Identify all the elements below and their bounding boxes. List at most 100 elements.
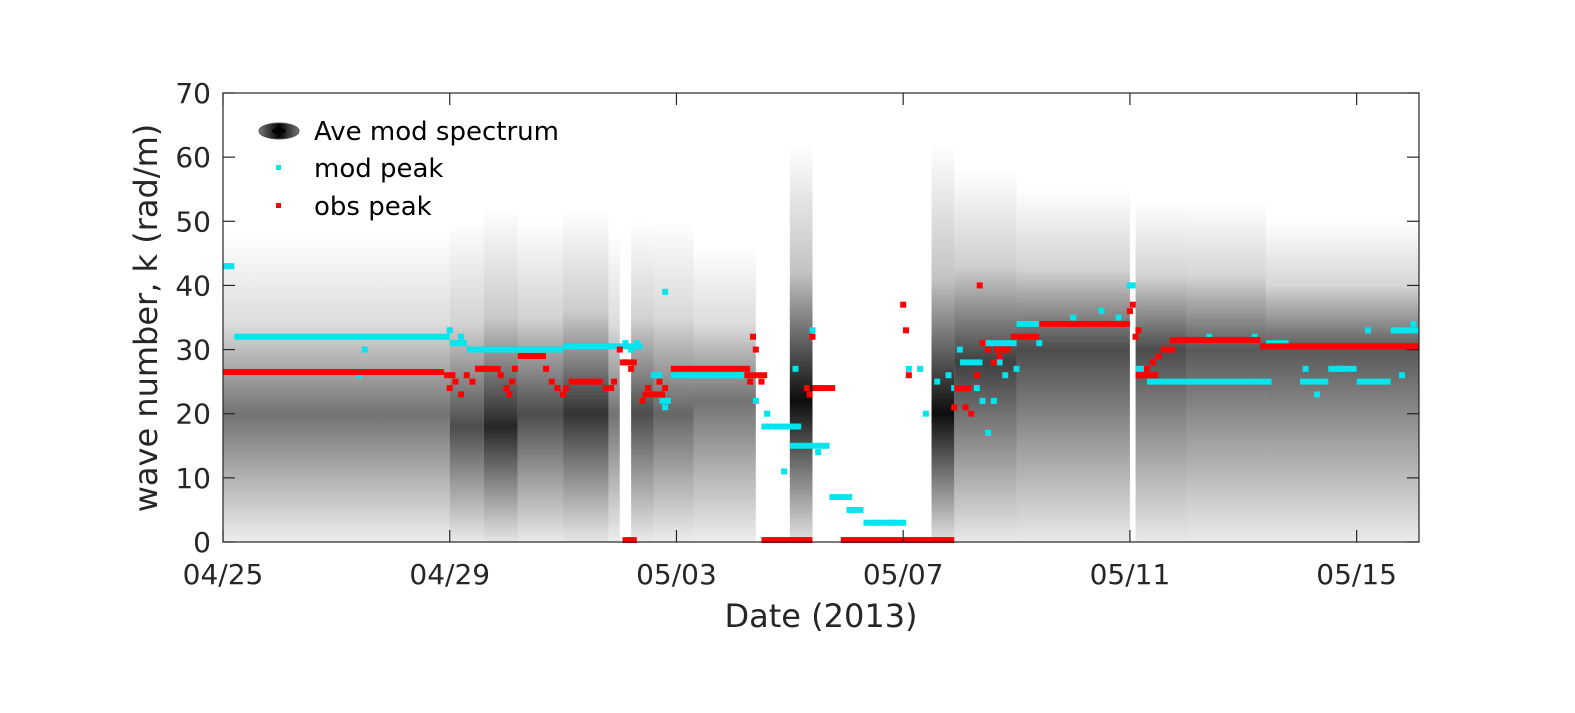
obs-peak-point	[662, 385, 669, 392]
spectrum-band	[517, 221, 564, 543]
mod-peak-point	[1336, 365, 1343, 372]
mod-peak-point	[752, 397, 759, 404]
x-tick-label: 04/29	[409, 558, 490, 591]
y-tick-label: 20	[175, 398, 211, 431]
mod-peak-point	[1098, 308, 1105, 315]
obs-peak-point	[749, 333, 756, 340]
mod-peak-point	[656, 372, 663, 379]
obs-peak-point	[1138, 372, 1145, 379]
mod-peak-segment	[1299, 378, 1329, 385]
obs-peak-point	[562, 385, 569, 392]
mod-peak-point	[1398, 372, 1405, 379]
legend-label-spectrum: Ave mod spectrum	[314, 117, 559, 147]
mod-peak-point	[973, 385, 980, 392]
mod-peak-point	[622, 340, 629, 347]
obs-peak-point	[956, 385, 963, 392]
obs-peak-point	[480, 365, 487, 372]
obs-peak-segment	[1260, 343, 1419, 350]
y-tick-label: 10	[175, 462, 211, 495]
mod-peak-point	[1364, 327, 1371, 334]
x-tick-label: 04/25	[183, 558, 264, 591]
mod-peak-point	[815, 449, 822, 456]
mod-peak-point	[1206, 333, 1213, 340]
mod-peak-point	[1002, 372, 1009, 379]
legend-marker-obs-peak	[276, 203, 281, 208]
x-tick-label: 05/03	[636, 558, 717, 591]
mod-peak-point	[1036, 340, 1043, 347]
obs-peak-point	[650, 391, 657, 398]
obs-peak-point	[503, 385, 510, 392]
mod-peak-point	[1313, 391, 1320, 398]
obs-peak-point	[548, 378, 555, 385]
mod-peak-segment	[959, 359, 983, 366]
mod-peak-point	[996, 359, 1003, 366]
obs-peak-point	[962, 404, 969, 411]
y-axis-title: wave number, k (rad/m)	[127, 124, 165, 513]
obs-peak-point	[815, 385, 822, 392]
obs-peak-point	[463, 372, 470, 379]
mod-peak-point	[1013, 365, 1020, 372]
spectrum-band	[1186, 202, 1266, 543]
obs-peak-segment	[223, 369, 445, 376]
obs-peak-segment	[478, 365, 501, 372]
obs-peak-segment	[1163, 346, 1176, 353]
obs-peak-point	[806, 391, 813, 398]
y-tick-label: 30	[175, 334, 211, 367]
spectrum-band	[1135, 202, 1187, 543]
mod-peak-segment	[982, 340, 1017, 347]
obs-peak-point	[1129, 301, 1136, 308]
x-tick-label: 05/11	[1090, 558, 1171, 591]
mod-peak-point	[662, 404, 669, 411]
mod-peak-point	[905, 365, 912, 372]
mod-peak-point	[1302, 365, 1309, 372]
mod-peak-segment	[772, 423, 802, 430]
y-tick-label: 60	[175, 141, 211, 174]
series-layer	[222, 263, 1419, 544]
obs-peak-point	[475, 365, 482, 372]
obs-peak-point	[639, 397, 646, 404]
obs-peak-point	[973, 372, 980, 379]
obs-peak-point	[747, 378, 754, 385]
obs-peak-segment	[670, 365, 751, 372]
obs-peak-point	[1002, 346, 1009, 353]
obs-peak-point	[458, 391, 465, 398]
spectrum-band	[1016, 189, 1130, 542]
mod-peak-point	[888, 519, 895, 526]
obs-peak-point	[979, 340, 986, 347]
obs-peak-point	[645, 385, 652, 392]
obs-peak-point	[611, 378, 618, 385]
obs-peak-segment	[1010, 333, 1040, 340]
obs-peak-point	[1160, 346, 1167, 353]
obs-peak-segment	[517, 352, 547, 359]
obs-peak-segment	[1039, 320, 1130, 327]
mod-peak-segment	[670, 372, 756, 379]
legend-label-obs-peak: obs peak	[314, 192, 432, 222]
y-tick-label: 40	[175, 269, 211, 302]
mod-peak-point	[956, 346, 963, 353]
obs-peak-segment	[750, 372, 768, 379]
mod-peak-segment	[234, 333, 450, 340]
mod-peak-point	[458, 333, 465, 340]
obs-peak-point	[951, 404, 958, 411]
spectrum-band	[631, 221, 654, 543]
obs-peak-point	[511, 365, 518, 372]
y-tick-label: 70	[175, 77, 211, 110]
obs-peak-point	[1121, 320, 1128, 327]
mod-peak-point	[979, 397, 986, 404]
spectrum-band	[223, 234, 450, 542]
mod-peak-point	[871, 519, 878, 526]
legend-marker-mod-peak	[276, 165, 281, 170]
spectrum-band	[693, 246, 756, 542]
obs-peak-point	[968, 410, 975, 417]
mod-peak-segment	[1390, 327, 1419, 334]
mod-peak-point	[1129, 282, 1136, 289]
mod-peak-segment	[829, 494, 853, 501]
obs-peak-point	[1149, 359, 1156, 366]
obs-peak-point	[976, 282, 983, 289]
mod-peak-point	[922, 410, 929, 417]
obs-peak-point	[905, 372, 912, 379]
mod-peak-point	[809, 327, 816, 334]
obs-peak-point	[628, 365, 635, 372]
mod-peak-point	[1251, 333, 1258, 340]
obs-peak-point	[554, 385, 561, 392]
